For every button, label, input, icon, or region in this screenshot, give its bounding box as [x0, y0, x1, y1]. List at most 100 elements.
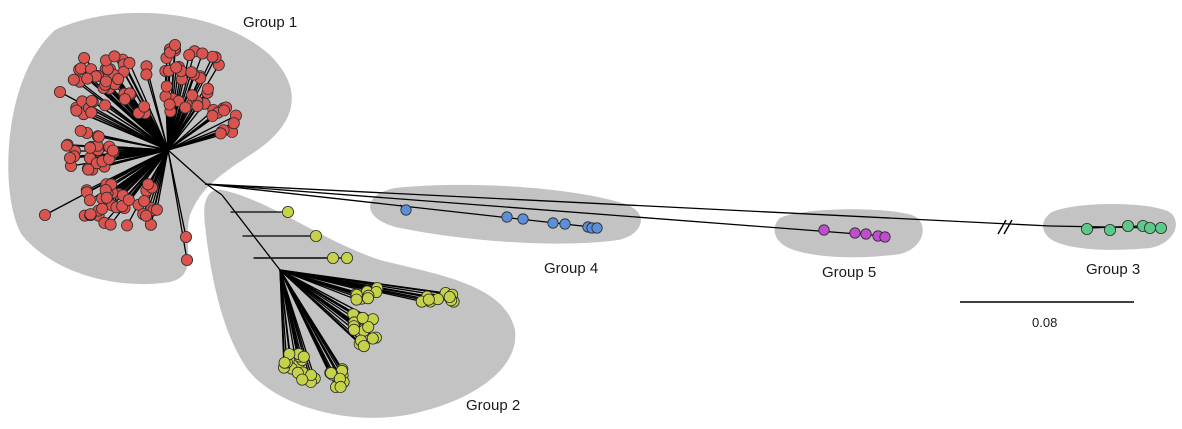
- group-1-leaf: [206, 50, 219, 63]
- group-1-leaf: [82, 163, 95, 176]
- group-1-leaf: [67, 73, 80, 86]
- tree-branch: [279, 269, 290, 355]
- group-2-leaf: [309, 229, 322, 242]
- group-1-leaf: [183, 49, 196, 62]
- group-1-leaf: [140, 209, 153, 222]
- group-1-leaf: [39, 208, 52, 221]
- tree-branch: [129, 93, 169, 151]
- group-1-leaf: [196, 47, 209, 60]
- group-2-leaf: [347, 323, 360, 336]
- group-2-leaf: [326, 251, 339, 264]
- group-2-leaf: [361, 292, 374, 305]
- scale-bar-label: 0.08: [1032, 315, 1057, 330]
- group-1-leaf: [138, 100, 151, 113]
- group-2-label: Group 2: [466, 397, 520, 414]
- group-1-leaf: [170, 61, 183, 74]
- tree-branch: [204, 183, 1051, 227]
- group-1-leaf: [217, 104, 230, 117]
- group-2-leaf: [334, 380, 347, 393]
- group-1-leaf: [138, 195, 151, 208]
- tree-branch: [279, 269, 450, 298]
- tree-branch: [167, 132, 221, 151]
- group-1-leaf: [118, 93, 131, 106]
- group-2-leaf: [340, 251, 353, 264]
- group-1-leaf: [163, 98, 176, 111]
- group-2-leaf: [350, 293, 363, 306]
- group-2-leaf: [297, 350, 310, 363]
- group-3-label: Group 3: [1086, 261, 1140, 278]
- branch-break-mark: [997, 219, 1007, 235]
- group-3-leaf: [1144, 221, 1157, 234]
- group-5-leaf: [879, 231, 891, 243]
- group-1-leaf: [83, 194, 96, 207]
- group-2-leaf: [422, 293, 435, 306]
- group-1-leaf: [78, 52, 91, 65]
- group-5-leaf: [849, 227, 861, 239]
- group-1-leaf: [160, 80, 173, 93]
- group-2-leaf: [362, 320, 375, 333]
- tree-branch: [167, 105, 198, 151]
- group-2-leaf: [325, 367, 338, 380]
- group-1-leaf: [100, 191, 113, 204]
- group-1-leaf: [92, 130, 105, 143]
- group-1-leaf: [179, 101, 192, 114]
- group-1-leaf: [201, 82, 214, 95]
- group-3-leaf: [1104, 223, 1117, 236]
- tree-leaves: [39, 39, 1168, 393]
- group-1-label: Group 1: [243, 14, 297, 31]
- tree-branch: [279, 269, 429, 301]
- group-1-leaf: [107, 144, 120, 157]
- group-4-leaf: [517, 213, 529, 225]
- group-1-leaf: [150, 203, 163, 216]
- group-1-leaf: [122, 193, 135, 206]
- group-2-leaf: [281, 205, 294, 218]
- group-1-leaf: [99, 99, 112, 112]
- group-2-leaf: [296, 373, 309, 386]
- tree-branch: [279, 269, 357, 301]
- group-1-leaf: [74, 124, 87, 137]
- group-1-leaf: [123, 56, 136, 69]
- group-2-leaf: [356, 311, 369, 324]
- group-1-leaf: [168, 39, 181, 52]
- tree-branch: [167, 107, 186, 151]
- group-4-leaf: [591, 222, 603, 234]
- group-4-leaf: [559, 218, 571, 230]
- tree-branch: [279, 269, 364, 319]
- group-1-leaf: [108, 50, 121, 63]
- group-1-leaf: [84, 208, 97, 221]
- group-2-leaf: [357, 340, 370, 353]
- group-3-leaf: [1081, 222, 1094, 235]
- group-1-leaf: [104, 218, 117, 231]
- tree-branch: [279, 269, 343, 372]
- group-5-leaf: [860, 228, 872, 240]
- group-1-leaf: [180, 253, 193, 266]
- group-1-leaf: [121, 219, 134, 232]
- tree-branch: [167, 115, 237, 151]
- tree-branch: [109, 149, 169, 160]
- group-4-leaf: [547, 217, 559, 229]
- group-1-leaf: [179, 230, 192, 243]
- group-1-leaf: [85, 106, 98, 119]
- tree-branch: [204, 182, 223, 196]
- group-4-leaf: [501, 211, 513, 223]
- group-1-leaf: [214, 127, 227, 140]
- tree-branch: [279, 269, 286, 363]
- group-1-leaf: [100, 75, 113, 88]
- group-5-label: Group 5: [822, 264, 876, 281]
- group-1-leaf: [206, 109, 219, 122]
- group-5-leaf: [818, 224, 830, 236]
- tree-branch: [124, 98, 169, 151]
- group-1-leaf: [60, 139, 73, 152]
- branch-break-mark: [1003, 219, 1013, 235]
- group-1-leaf: [85, 95, 98, 108]
- group-3-leaf: [1155, 221, 1168, 234]
- group-2-leaf: [366, 332, 379, 345]
- group-1-leaf: [54, 86, 67, 99]
- tree-branch: [156, 149, 169, 210]
- group-1-leaf: [84, 141, 97, 154]
- group-1-leaf: [112, 73, 125, 86]
- tree-branch: [145, 74, 169, 151]
- group-4-leaf: [400, 204, 412, 216]
